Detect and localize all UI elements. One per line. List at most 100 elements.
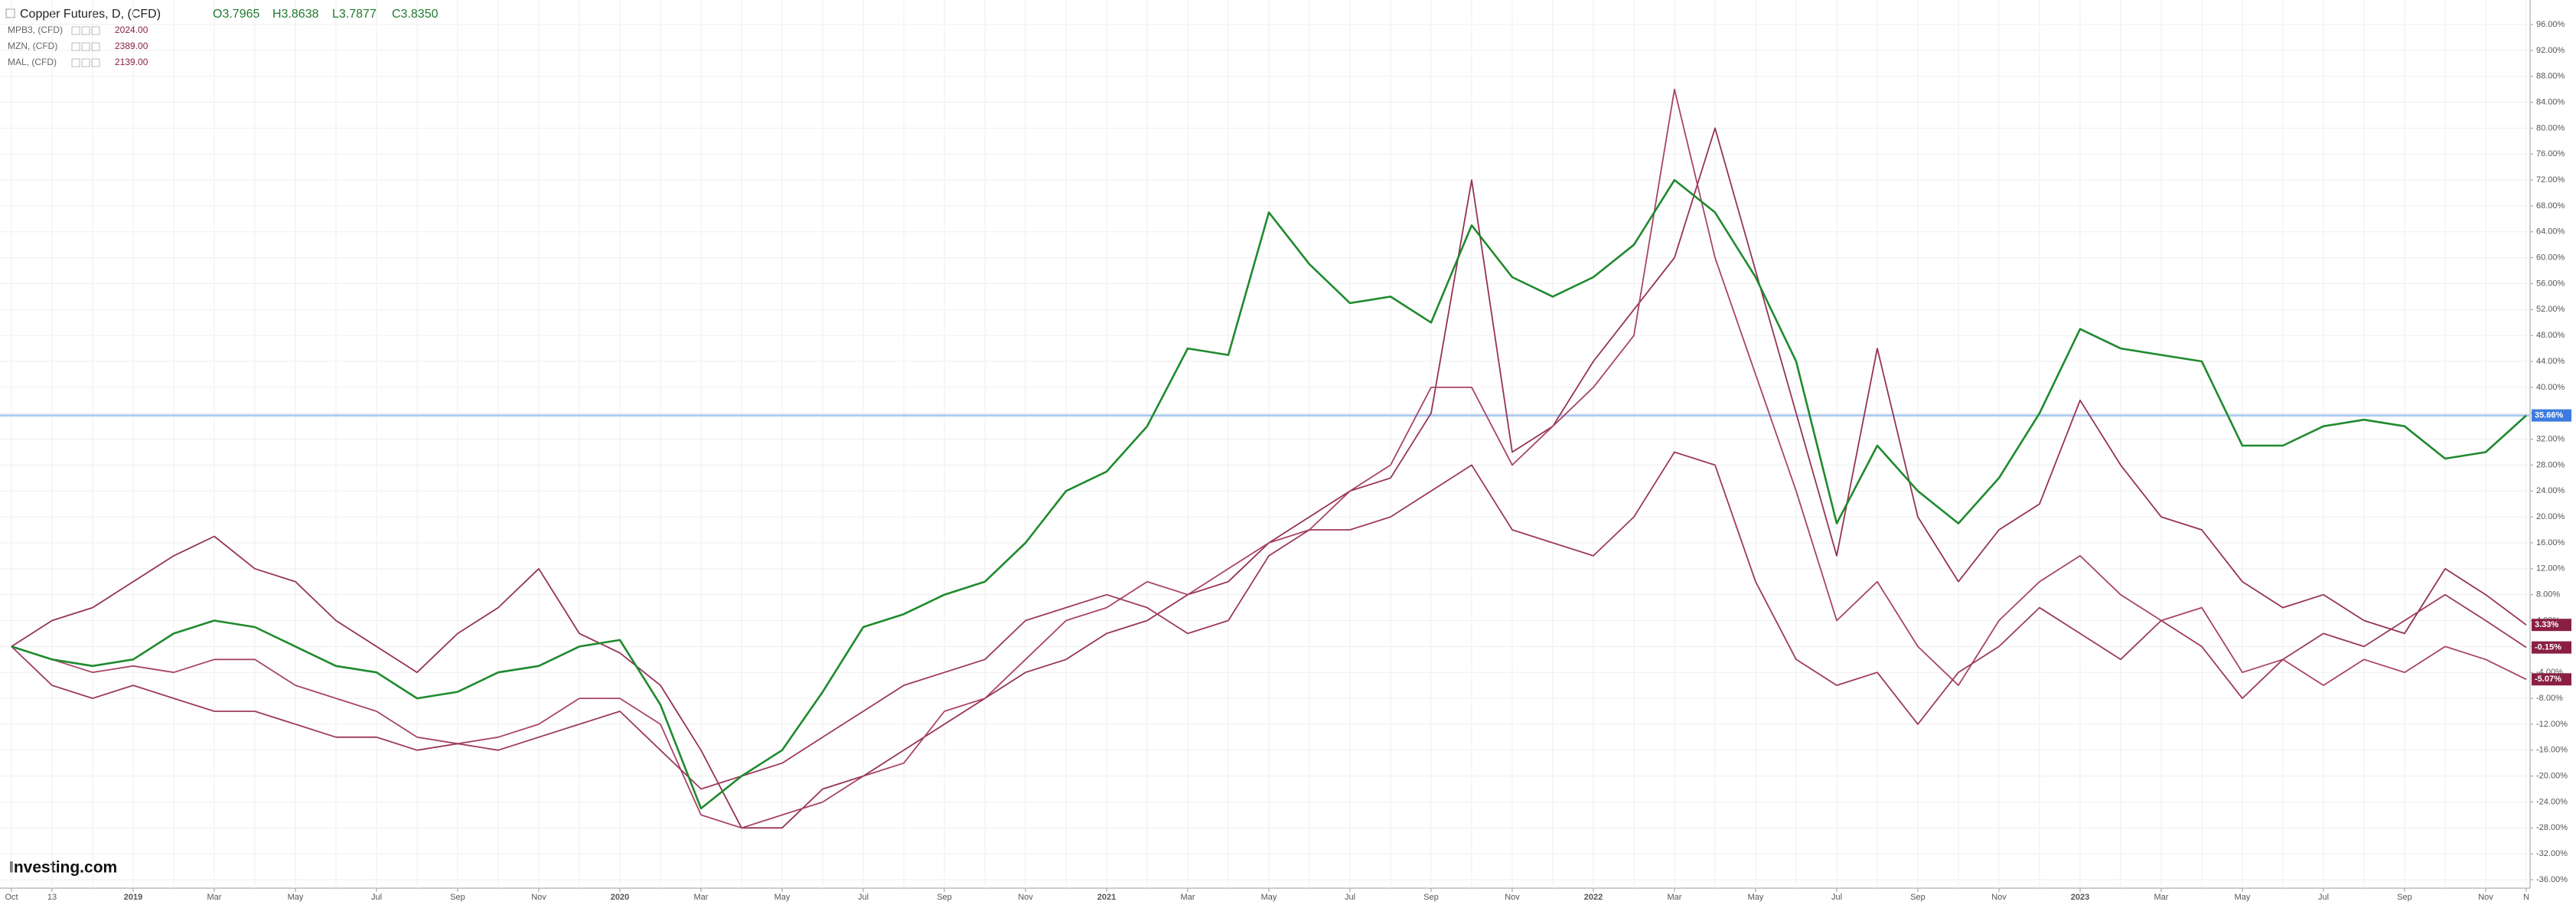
- ohlc-value: H3.8638: [272, 8, 319, 21]
- y-tick-label: 60.00%: [2536, 253, 2565, 263]
- legend-icon: [81, 26, 90, 35]
- series-line: [11, 88, 2527, 829]
- legend-icon: [71, 26, 80, 35]
- x-tick-label: Nov: [531, 893, 546, 902]
- x-tick-label: May: [1748, 893, 1764, 902]
- x-tick-label: Oct: [5, 893, 18, 902]
- x-tick-label: N: [2523, 893, 2529, 902]
- y-tick-label: 92.00%: [2536, 46, 2565, 55]
- y-tick-label: 76.00%: [2536, 149, 2565, 158]
- y-tick-label: 68.00%: [2536, 201, 2565, 211]
- x-tick-label: 2020: [611, 893, 629, 902]
- x-tick-label: 2021: [1097, 893, 1116, 902]
- series-line: [11, 451, 2527, 790]
- legend-price: 2024.00: [115, 25, 148, 35]
- x-tick-label: Jul: [2318, 893, 2329, 902]
- y-tick-label: 24.00%: [2536, 486, 2565, 495]
- legend-icon: [91, 26, 100, 35]
- value-label-box: [2532, 619, 2571, 632]
- legend-name: MZN, (CFD): [8, 41, 57, 51]
- collapse-icon[interactable]: [5, 8, 15, 18]
- y-tick-label: 8.00%: [2536, 590, 2560, 600]
- y-tick-label: 96.00%: [2536, 20, 2565, 29]
- series-line: [11, 178, 2527, 810]
- value-label: 35.66%: [2535, 411, 2564, 420]
- y-tick-label: -28.00%: [2536, 823, 2568, 832]
- x-tick-label: Nov: [1018, 893, 1033, 902]
- legend-name: MPB3, (CFD): [8, 25, 63, 35]
- y-tick-label: 88.00%: [2536, 72, 2565, 81]
- x-tick-label: Sep: [1910, 893, 1925, 902]
- x-tick-label: Mar: [2154, 893, 2169, 902]
- logo: Investing.com: [9, 859, 117, 877]
- y-tick-label: -16.00%: [2536, 746, 2568, 755]
- y-tick-label: 32.00%: [2536, 434, 2565, 443]
- y-tick-label: 12.00%: [2536, 564, 2565, 573]
- y-tick-label: -12.00%: [2536, 720, 2568, 729]
- y-tick-label: -8.00%: [2536, 694, 2563, 703]
- x-tick-label: Sep: [1423, 893, 1439, 902]
- y-tick-label: -20.00%: [2536, 772, 2568, 781]
- y-tick-label: 52.00%: [2536, 305, 2565, 314]
- x-tick-label: 2022: [1584, 893, 1603, 902]
- legend-icon: [71, 42, 80, 51]
- y-tick-label: 20.00%: [2536, 512, 2565, 521]
- ohlc-value: O3.7965: [213, 8, 259, 21]
- y-tick-label: 64.00%: [2536, 227, 2565, 237]
- x-tick-label: 13: [47, 893, 57, 902]
- x-tick-label: Mar: [207, 893, 222, 902]
- x-tick-label: Sep: [2397, 893, 2412, 902]
- value-label: -5.07%: [2535, 675, 2561, 684]
- y-tick-label: 48.00%: [2536, 331, 2565, 340]
- y-tick-label: 28.00%: [2536, 460, 2565, 469]
- y-tick-label: -32.00%: [2536, 849, 2568, 858]
- x-tick-label: Jul: [371, 893, 382, 902]
- ohlc-value: C3.8350: [392, 8, 439, 21]
- x-tick-label: Sep: [937, 893, 952, 902]
- value-label: 3.33%: [2535, 620, 2558, 629]
- y-tick-label: 56.00%: [2536, 279, 2565, 288]
- x-tick-label: Nov: [2478, 893, 2493, 902]
- x-tick-label: Jul: [1831, 893, 1842, 902]
- x-tick-label: Nov: [1991, 893, 2007, 902]
- legend-icon: [71, 58, 80, 67]
- value-label: -0.15%: [2535, 643, 2561, 652]
- x-tick-label: 2019: [124, 893, 142, 902]
- legend-icon: [91, 42, 100, 51]
- legend-icon: [81, 58, 90, 67]
- x-tick-label: Mar: [694, 893, 709, 902]
- legend-price: 2389.00: [115, 41, 148, 51]
- y-tick-label: -24.00%: [2536, 797, 2568, 806]
- chart-title: Copper Futures, D, (CFD): [20, 8, 161, 21]
- x-tick-label: Jul: [858, 893, 869, 902]
- x-tick-label: May: [774, 893, 791, 902]
- x-tick-label: Nov: [1505, 893, 1520, 902]
- value-label-box: [2532, 641, 2571, 654]
- x-tick-label: Mar: [1668, 893, 1682, 902]
- x-tick-label: May: [2235, 893, 2251, 902]
- x-tick-label: May: [1261, 893, 1277, 902]
- y-tick-label: 80.00%: [2536, 123, 2565, 132]
- y-tick-label: 72.00%: [2536, 175, 2565, 185]
- y-tick-label: 40.00%: [2536, 383, 2565, 392]
- value-label-box: [2532, 409, 2571, 422]
- legend-icon: [81, 42, 90, 51]
- x-tick-label: May: [288, 893, 304, 902]
- x-tick-label: Jul: [1345, 893, 1355, 902]
- y-tick-label: 44.00%: [2536, 357, 2565, 366]
- legend-name: MAL, (CFD): [8, 57, 57, 67]
- grid: [0, 0, 2530, 888]
- y-tick-label: 16.00%: [2536, 538, 2565, 547]
- legend-price: 2139.00: [115, 57, 148, 67]
- ohlc-value: L3.7877: [332, 8, 377, 21]
- y-tick-label: 84.00%: [2536, 97, 2565, 106]
- x-tick-label: 2023: [2071, 893, 2089, 902]
- legend-icon: [91, 58, 100, 67]
- y-tick-label: -36.00%: [2536, 875, 2568, 884]
- x-tick-label: Sep: [450, 893, 465, 902]
- value-label-box: [2532, 673, 2571, 686]
- x-tick-label: Mar: [1181, 893, 1195, 902]
